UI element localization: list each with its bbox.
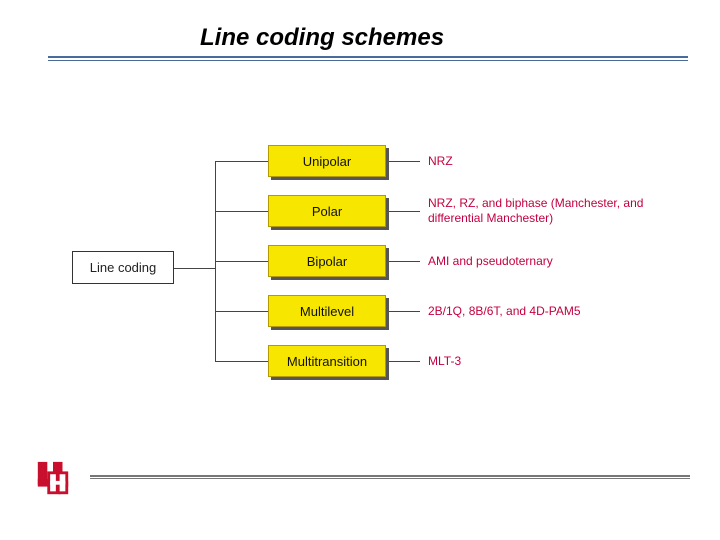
page-title: Line coding schemes: [200, 24, 444, 52]
trunk-line: [215, 161, 216, 362]
category-box-polar: Polar: [268, 195, 386, 227]
branch-line: [215, 161, 268, 162]
category-box-bipolar: Bipolar: [268, 245, 386, 277]
category-desc-unipolar: NRZ: [428, 154, 688, 169]
uh-logo: [34, 460, 72, 498]
branch-line: [215, 361, 268, 362]
category-desc-bipolar: AMI and pseudoternary: [428, 254, 688, 269]
desc-line: [386, 261, 420, 262]
slide: { "title": { "text": "Line coding scheme…: [0, 0, 720, 540]
category-box-unipolar: Unipolar: [268, 145, 386, 177]
category-box-multitransition: Multitransition: [268, 345, 386, 377]
category-desc-multilevel: 2B/1Q, 8B/6T, and 4D-PAM5: [428, 304, 688, 319]
title-underline-thick: [48, 56, 688, 58]
branch-line: [215, 261, 268, 262]
desc-line: [386, 311, 420, 312]
footer-underline: [90, 475, 690, 479]
desc-line: [386, 361, 420, 362]
title-underline: [48, 56, 688, 61]
root-stub: [174, 268, 215, 269]
footer-underline-thick: [90, 475, 690, 477]
uh-logo-svg: [34, 460, 72, 498]
category-desc-multitransition: MLT-3: [428, 354, 688, 369]
title-underline-thin: [48, 60, 688, 61]
root-box-line-coding: Line coding: [72, 251, 174, 284]
branch-line: [215, 211, 268, 212]
desc-line: [386, 211, 420, 212]
footer-underline-thin: [90, 478, 690, 479]
desc-line: [386, 161, 420, 162]
category-box-multilevel: Multilevel: [268, 295, 386, 327]
category-desc-polar: NRZ, RZ, and biphase (Manchester, and di…: [428, 196, 688, 226]
branch-line: [215, 311, 268, 312]
